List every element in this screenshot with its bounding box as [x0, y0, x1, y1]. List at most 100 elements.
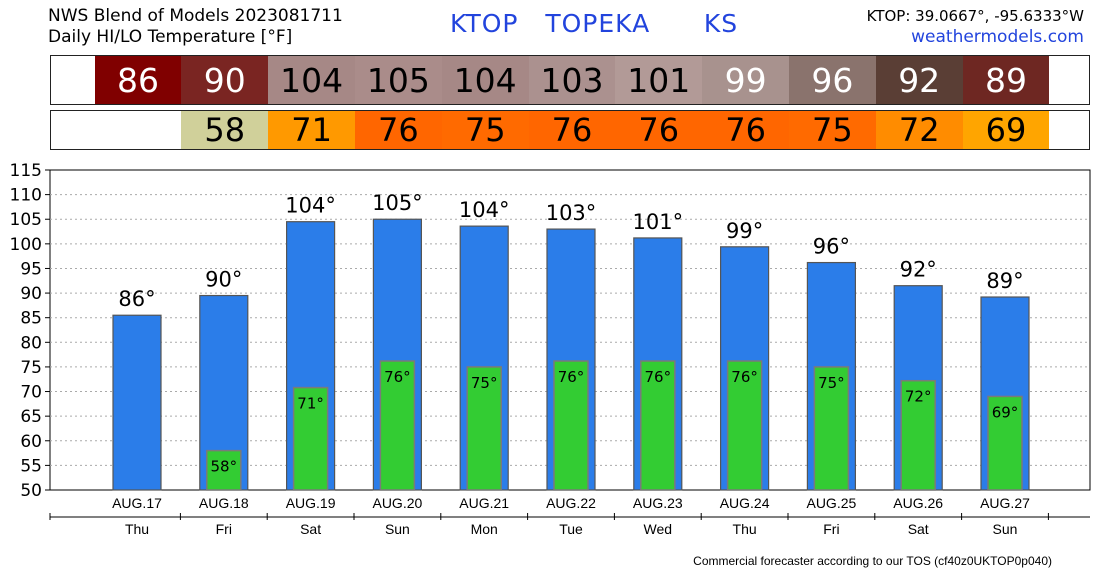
- y-tick-label: 115: [10, 161, 42, 181]
- high-temp-cell: 103: [528, 56, 616, 104]
- low-temp-cell: 76: [702, 111, 789, 149]
- high-temp-label: 101°: [633, 210, 684, 234]
- low-temp-strip: 58 71 76 75 76 76 76 75 72 69: [50, 110, 1090, 150]
- x-day-label: Fri: [823, 521, 839, 537]
- low-temp-bar: [900, 379, 936, 491]
- high-temp-cell: 86: [94, 56, 182, 104]
- high-temp-cell: 90: [181, 56, 269, 104]
- model-run-title: NWS Blend of Models 2023081711: [48, 6, 343, 26]
- y-tick-label: 100: [10, 235, 42, 255]
- x-day-label: Wed: [644, 521, 673, 537]
- station-id: KTOP: [450, 9, 519, 38]
- low-temp-cell: 71: [268, 111, 355, 149]
- x-date-label: AUG.24: [720, 495, 770, 511]
- low-temp-label: 69°: [992, 403, 1019, 421]
- low-temp-cell: 75: [789, 111, 876, 149]
- station-coords: KTOP: 39.0667°, -95.6333°W: [866, 7, 1084, 25]
- low-temp-bar: [379, 360, 416, 491]
- x-day-label: Sat: [300, 521, 321, 537]
- x-day-label: Sat: [908, 521, 929, 537]
- y-tick-label: 80: [20, 333, 42, 353]
- high-temp-label: 105°: [372, 191, 423, 215]
- low-temp-label: 58°: [211, 458, 238, 476]
- low-temp-cell: 76: [615, 111, 703, 149]
- low-temp-cell: 58: [181, 111, 269, 149]
- high-temp-cell: 96: [789, 56, 876, 104]
- y-tick-label: 50: [20, 481, 42, 501]
- high-temp-cell: 89: [962, 56, 1050, 104]
- y-tick-label: 105: [10, 210, 42, 230]
- low-temp-bar: [813, 366, 850, 491]
- high-temp-cell: 104: [441, 56, 529, 104]
- high-temp-label: 92°: [900, 258, 937, 282]
- high-temp-label: 90°: [205, 268, 242, 292]
- product-title: Daily HI/LO Temperature [°F]: [48, 27, 293, 47]
- high-temp-label: 86°: [118, 287, 155, 311]
- y-tick-label: 90: [20, 284, 42, 304]
- high-temp-cell: 105: [355, 56, 442, 104]
- high-temp-cell: 92: [875, 56, 963, 104]
- low-temp-label: 76°: [645, 368, 672, 386]
- site-link[interactable]: weathermodels.com: [911, 27, 1084, 47]
- low-temp-bar: [726, 360, 763, 491]
- x-date-label: AUG.21: [459, 495, 509, 511]
- y-tick-label: 85: [20, 309, 42, 329]
- footer-note: Commercial forecaster according to our T…: [693, 554, 1052, 568]
- high-temp-label: 89°: [986, 269, 1023, 293]
- high-temp-label: 103°: [546, 201, 597, 225]
- x-date-label: AUG.26: [893, 495, 943, 511]
- high-temp-cell: 99: [702, 56, 789, 104]
- high-temp-label: 104°: [285, 194, 336, 218]
- low-temp-label: 72°: [905, 388, 932, 406]
- x-date-label: AUG.19: [286, 495, 336, 511]
- y-tick-label: 75: [20, 358, 42, 378]
- x-date-label: AUG.18: [199, 495, 249, 511]
- y-tick-label: 110: [10, 186, 42, 206]
- low-temp-bar: [553, 360, 589, 491]
- chart-heading: NWS Blend of Models 2023081711 Daily HI/…: [48, 6, 343, 48]
- station-state: KS: [703, 9, 739, 38]
- low-temp-bar: [987, 395, 1023, 491]
- x-day-label: Tue: [559, 521, 583, 537]
- low-temp-cell: [94, 111, 182, 149]
- low-temp-label: 75°: [818, 374, 845, 392]
- high-temp-cell: 101: [615, 56, 703, 104]
- x-day-label: Fri: [216, 521, 232, 537]
- low-temp-cell: 76: [528, 111, 616, 149]
- x-day-label: Thu: [125, 521, 149, 537]
- low-temp-label: 76°: [558, 368, 585, 386]
- y-tick-label: 60: [20, 432, 42, 452]
- high-temp-label: 104°: [459, 198, 510, 222]
- x-date-label: AUG.17: [112, 495, 162, 511]
- high-temp-bar: [112, 314, 162, 491]
- x-day-label: Thu: [733, 521, 757, 537]
- station-city: TOPEKA: [545, 9, 651, 38]
- x-date-label: AUG.27: [980, 495, 1030, 511]
- high-temp-strip: 86 90 104 105 104 103 101 99 96 92 89: [50, 55, 1090, 105]
- station-heading: KTOP TOPEKA KS: [450, 9, 738, 38]
- high-temp-cell: 104: [268, 56, 355, 104]
- y-tick-label: 65: [20, 407, 42, 427]
- low-temp-label: 75°: [471, 374, 498, 392]
- high-temp-label: 99°: [726, 219, 763, 243]
- x-date-label: AUG.20: [372, 495, 422, 511]
- x-date-label: AUG.23: [633, 495, 683, 511]
- low-temp-cell: 76: [355, 111, 442, 149]
- x-date-label: AUG.22: [546, 495, 596, 511]
- low-temp-label: 76°: [731, 368, 758, 386]
- low-temp-cell: 75: [441, 111, 529, 149]
- x-day-label: Sun: [385, 521, 410, 537]
- low-temp-cell: 72: [875, 111, 963, 149]
- y-tick-label: 70: [20, 383, 42, 403]
- low-temp-bar: [640, 360, 676, 491]
- low-temp-bar: [292, 386, 329, 491]
- high-temp-label: 96°: [813, 235, 850, 259]
- x-day-label: Sun: [993, 521, 1018, 537]
- low-temp-label: 71°: [297, 395, 324, 413]
- station-info: KTOP: 39.0667°, -95.6333°W weathermodels…: [867, 6, 1084, 48]
- y-tick-label: 95: [20, 259, 42, 279]
- x-day-label: Mon: [471, 521, 498, 537]
- low-temp-cell: 69: [962, 111, 1050, 149]
- low-temp-bar: [206, 449, 242, 491]
